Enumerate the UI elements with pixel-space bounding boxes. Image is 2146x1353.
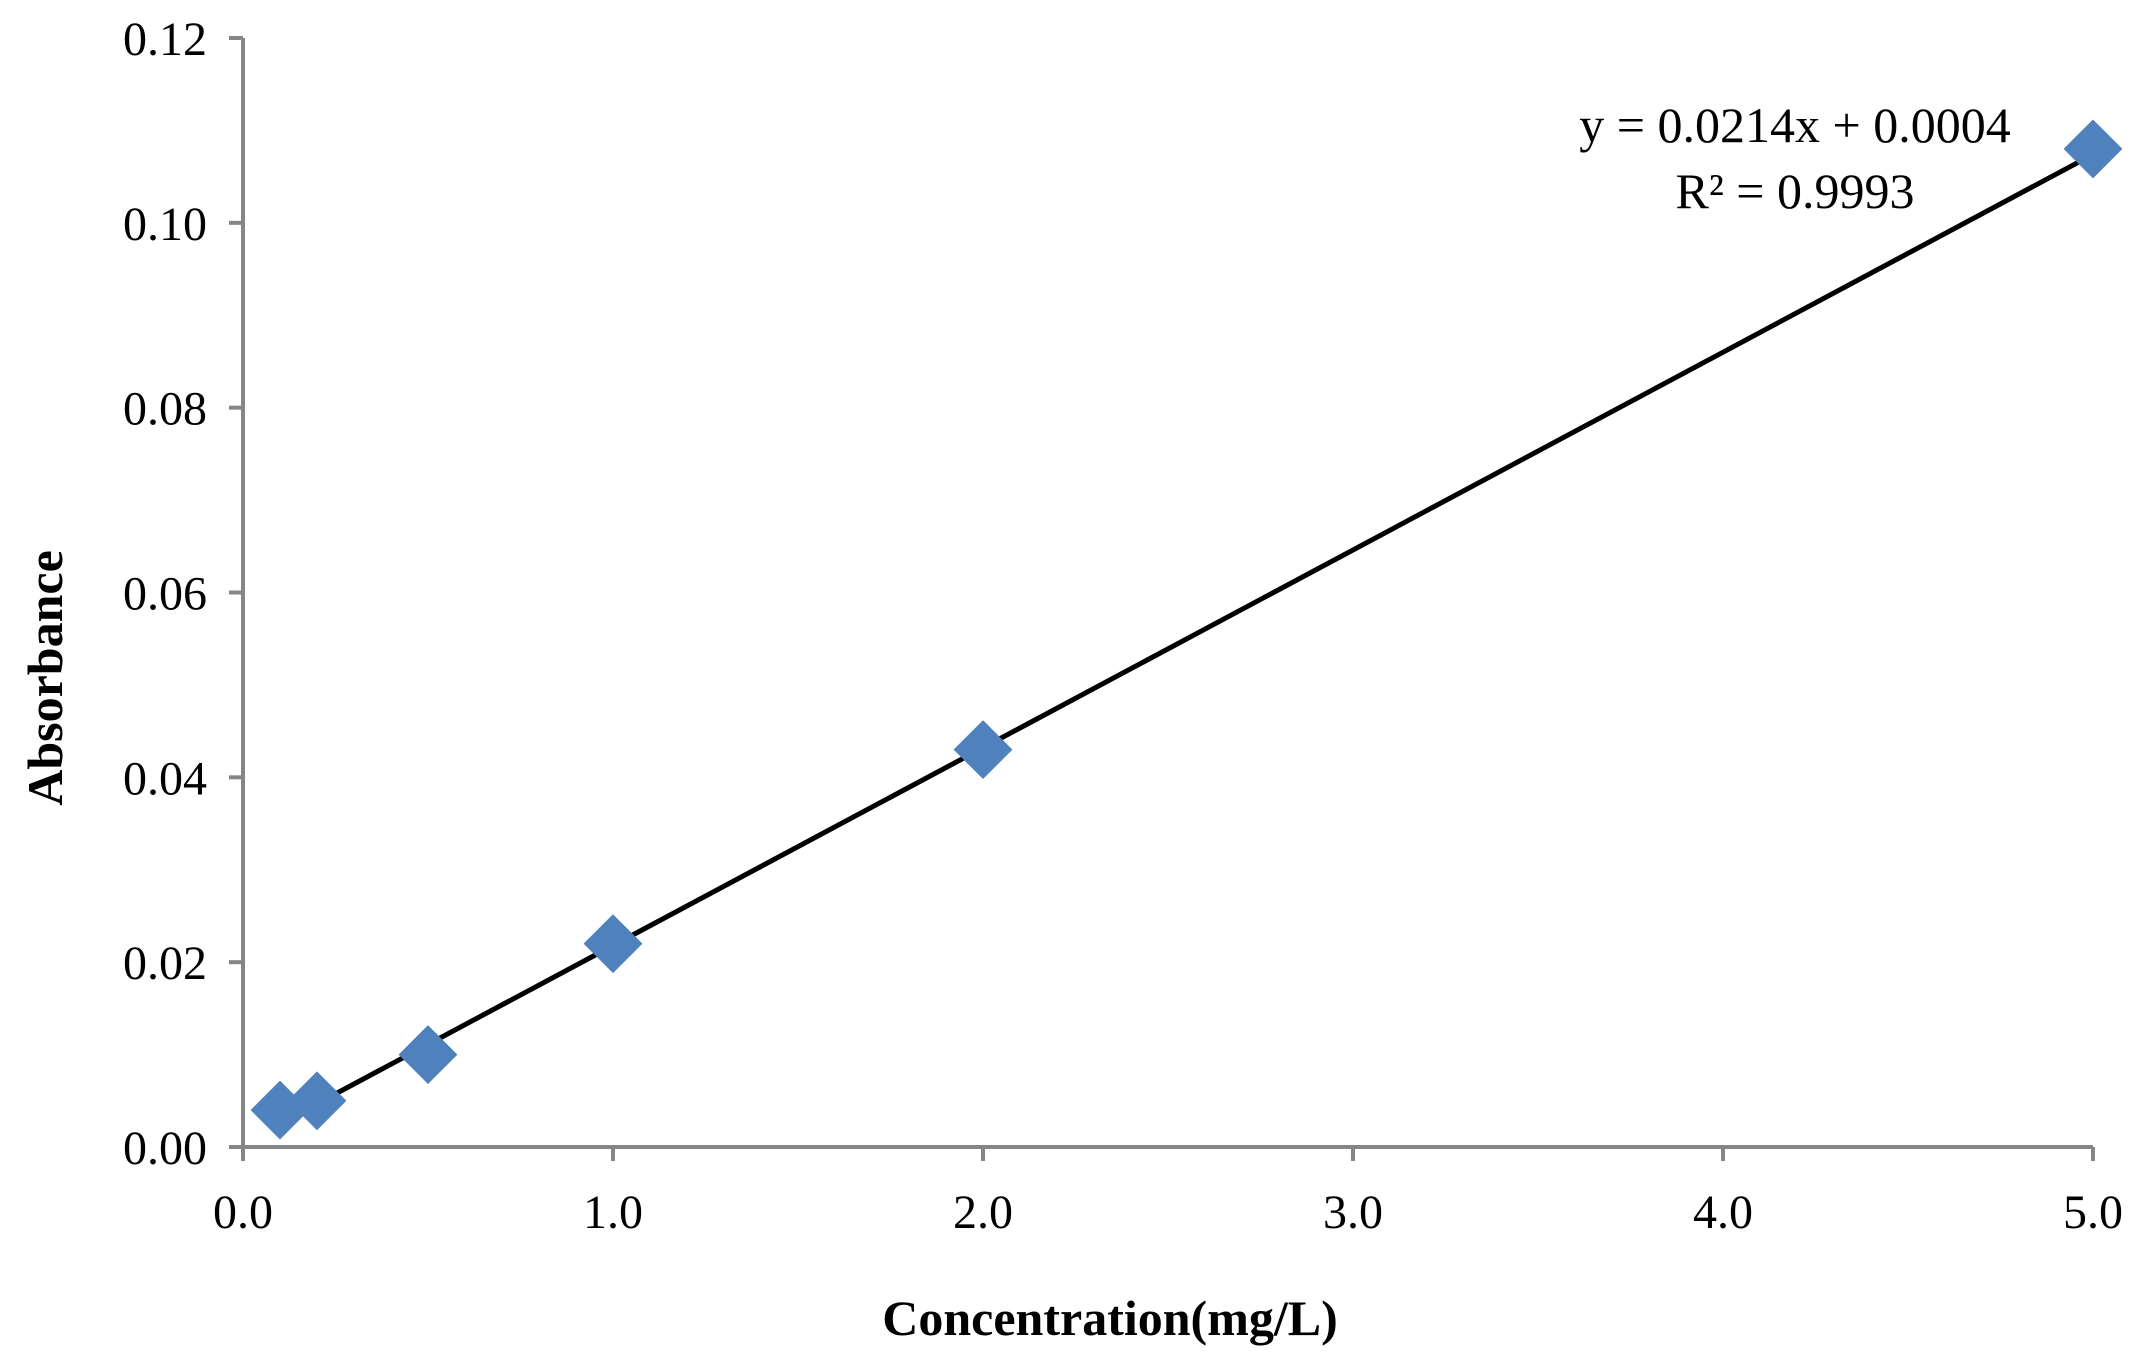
- x-tick-label: 5.0: [2063, 1186, 2123, 1239]
- data-point: [583, 914, 643, 974]
- data-point: [953, 720, 1013, 780]
- trendline-r-squared: R² = 0.9993: [1675, 163, 1914, 219]
- y-tick-label: 0.08: [123, 383, 207, 436]
- y-axis-ticks: 0.00 0.02 0.04 0.06 0.08 0.10 0.12: [123, 13, 243, 1175]
- data-point: [398, 1025, 458, 1084]
- y-tick-label: 0.06: [123, 568, 207, 621]
- x-axis-title: Concentration(mg/L): [882, 1290, 1338, 1346]
- y-tick-label: 0.00: [123, 1122, 207, 1175]
- x-tick-label: 0.0: [213, 1186, 273, 1239]
- y-tick-label: 0.12: [123, 13, 207, 66]
- x-tick-label: 3.0: [1323, 1186, 1383, 1239]
- y-tick-label: 0.10: [123, 198, 207, 251]
- y-axis-title: Absorbance: [17, 550, 73, 806]
- x-tick-label: 4.0: [1693, 1186, 1753, 1239]
- x-axis-ticks: 0.0 1.0 2.0 3.0 4.0 5.0: [213, 1147, 2123, 1239]
- y-tick-label: 0.02: [123, 937, 207, 990]
- data-point: [287, 1071, 347, 1131]
- trendline-group: [278, 152, 2095, 1126]
- y-tick-label: 0.04: [123, 752, 207, 805]
- data-point: [2063, 119, 2123, 179]
- trendline: [278, 152, 2095, 1126]
- x-tick-label: 1.0: [583, 1186, 643, 1239]
- data-points: [250, 119, 2123, 1140]
- x-tick-label: 2.0: [953, 1186, 1013, 1239]
- trendline-equation: y = 0.0214x + 0.0004: [1579, 97, 2010, 153]
